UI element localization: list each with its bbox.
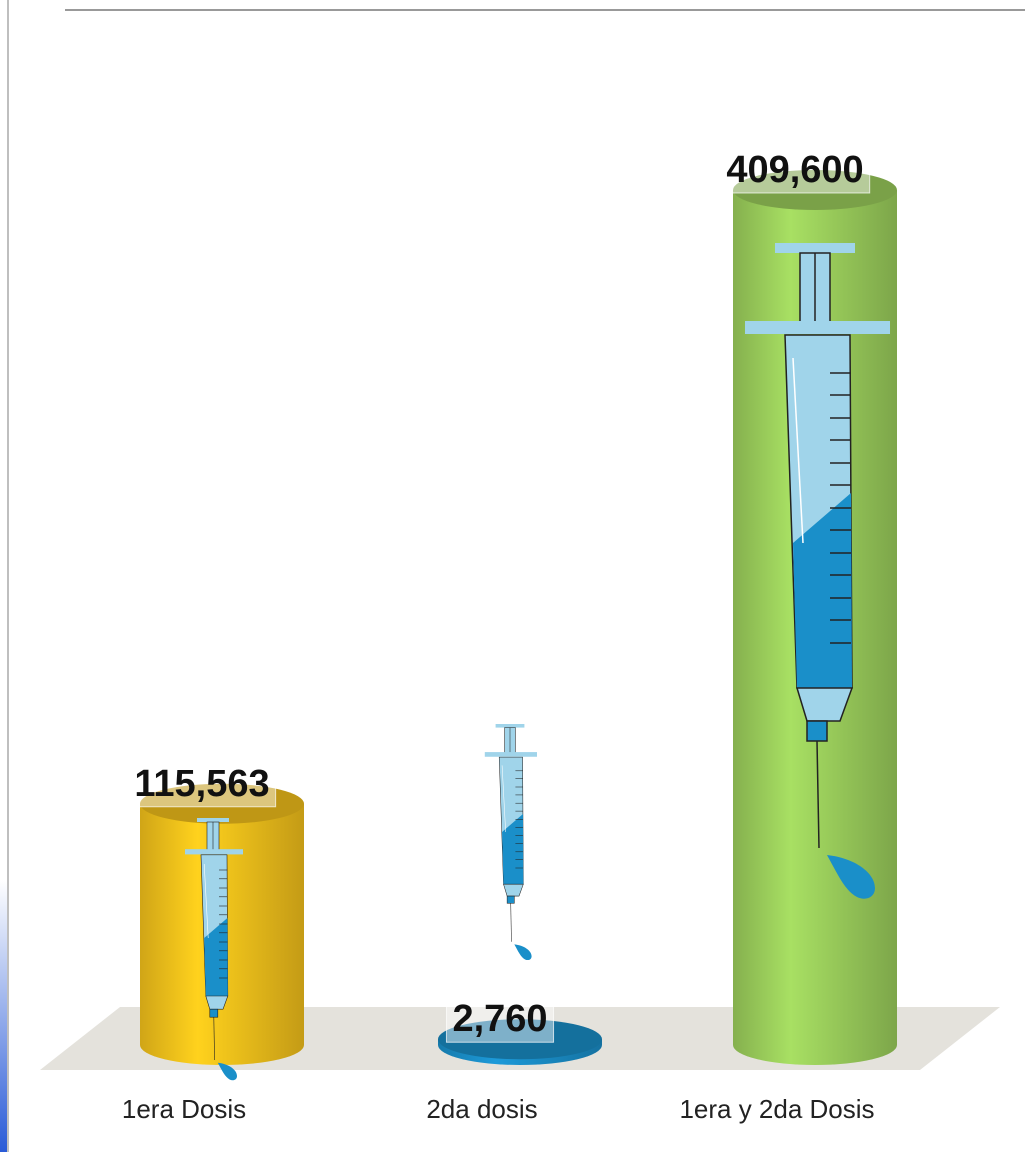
- value-label: 2,760: [452, 998, 547, 1040]
- labels: 1era Dosis 115,563 2da dosis 2,760 1era y 2d…: [122, 146, 875, 1124]
- bar-top: [140, 783, 304, 824]
- value-label-box: [445, 995, 555, 1043]
- category-label: 1era y 2da Dosis: [679, 1094, 874, 1124]
- bar-top: [438, 1019, 602, 1060]
- category-label: 1era Dosis: [122, 1094, 246, 1124]
- value-label: 115,563: [134, 763, 269, 805]
- category-label: 2da dosis: [426, 1094, 537, 1124]
- side-bar: [0, 880, 7, 1152]
- value-label-box: [127, 760, 277, 808]
- syringe-icon: [484, 723, 538, 961]
- value-label-box: [719, 146, 871, 194]
- bars: [140, 170, 897, 1065]
- bar-top: [733, 170, 897, 210]
- value-label: 409,600: [726, 149, 863, 191]
